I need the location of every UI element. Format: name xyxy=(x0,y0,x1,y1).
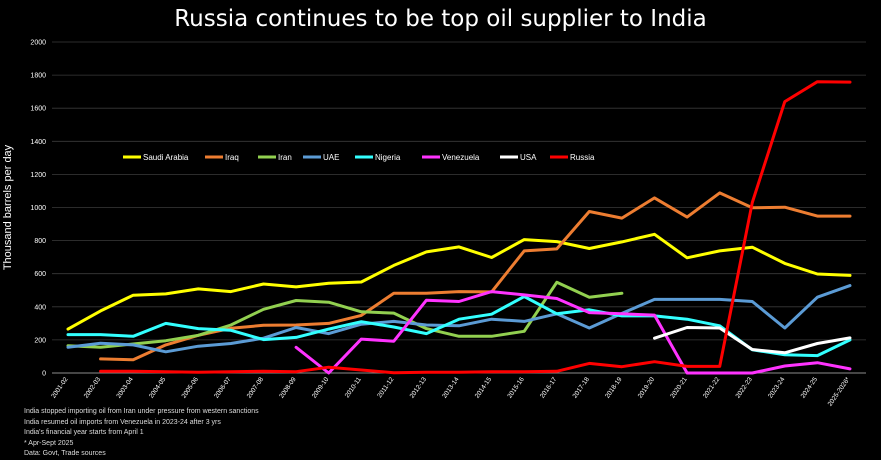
series-line-russia xyxy=(99,80,852,375)
footnote-iran: India stopped importing oil from Iran un… xyxy=(24,408,259,415)
x-tick-label: 2012-13 xyxy=(409,376,429,400)
x-tick-label: 2017-18 xyxy=(572,376,592,400)
legend-label: UAE xyxy=(323,153,339,162)
x-tick-label: 2011-12 xyxy=(376,376,395,399)
x-tick-label: 2002-03 xyxy=(83,376,103,400)
x-tick-label: 2009-10 xyxy=(311,376,331,400)
x-tick-label: 2021-22 xyxy=(702,376,722,400)
x-tick-label: 2007-08 xyxy=(246,376,266,400)
x-tick-label: 2005-06 xyxy=(181,376,201,400)
y-tick-label: 800 xyxy=(34,238,46,245)
legend-label: Russia xyxy=(570,153,595,162)
series-line-saudi-arabia xyxy=(66,232,852,331)
x-tick-label: 2019-20 xyxy=(637,376,657,400)
series-line-venezuela xyxy=(294,290,852,375)
x-tick-label: 2001-02 xyxy=(50,376,70,400)
series-line-uae xyxy=(66,284,852,354)
x-tick-label: 2014-15 xyxy=(474,376,494,400)
series-line-usa xyxy=(653,326,852,355)
footnote-source: Data: Govt, Trade sources xyxy=(24,450,106,457)
x-tick-label: 2003-04 xyxy=(115,376,135,400)
footnotes: India stopped importing oil from Iran un… xyxy=(24,407,259,460)
x-tick-label: 2025-2026* xyxy=(827,376,852,408)
footnote-asterisk: * Apr-Sept 2025 xyxy=(24,439,74,447)
y-tick-label: 0 xyxy=(42,371,46,378)
y-tick-label: 1000 xyxy=(30,205,46,212)
y-tick-label: 1200 xyxy=(30,172,46,179)
y-tick-label: 400 xyxy=(34,304,46,311)
x-tick-label: 2022-23 xyxy=(734,376,754,400)
footnote-fiscal-year: India's financial year starts from April… xyxy=(24,429,144,436)
legend-label: Venezuela xyxy=(442,153,480,162)
footnote-venezuela: India resumed oil imports from Venezuela… xyxy=(24,418,221,426)
y-tick-label: 1600 xyxy=(30,106,46,113)
chart-title: Russia continues to be top oil supplier … xyxy=(174,6,707,32)
y-axis-label: Thousand barrels per day xyxy=(2,144,14,270)
x-tick-label: 2018-19 xyxy=(604,376,624,400)
legend-label: USA xyxy=(520,153,537,162)
y-tick-label: 2000 xyxy=(30,40,46,47)
x-tick-label: 2013-14 xyxy=(441,376,461,400)
y-tick-label: 200 xyxy=(34,337,46,344)
x-tick-label: 2015-16 xyxy=(506,376,526,400)
x-tick-label: 2010-11 xyxy=(344,376,363,399)
legend-label: Saudi Arabia xyxy=(143,153,189,162)
y-tick-label: 1400 xyxy=(30,139,46,146)
x-tick-label: 2023-24 xyxy=(767,376,787,400)
x-tick-label: 2008-09 xyxy=(278,376,298,400)
series-line-iran xyxy=(66,280,624,349)
x-tick-label: 2016-17 xyxy=(539,376,559,400)
x-tick-label: 2006-07 xyxy=(213,376,233,400)
x-tick-label: 2020-21 xyxy=(669,376,689,400)
x-tick-label: 2024-25 xyxy=(800,376,820,400)
legend-label: Iran xyxy=(278,153,292,162)
y-tick-label: 1800 xyxy=(30,73,46,80)
series-line-nigeria xyxy=(66,295,852,358)
legend-label: Iraq xyxy=(225,153,239,162)
y-tick-label: 600 xyxy=(34,271,46,278)
legend-label: Nigeria xyxy=(375,153,401,162)
x-tick-label: 2004-05 xyxy=(148,376,168,400)
